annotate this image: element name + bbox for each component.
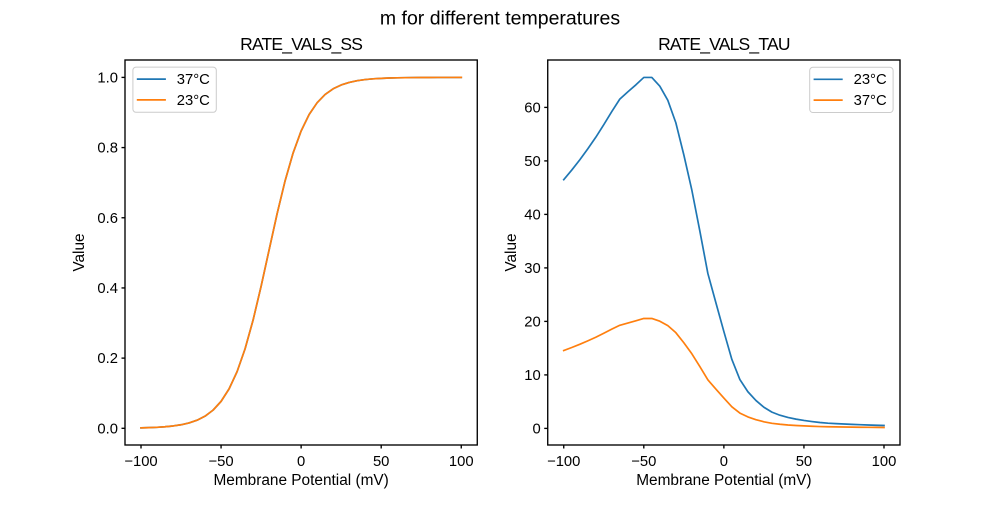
- svg-text:50: 50: [796, 454, 812, 470]
- svg-text:Value: Value: [71, 233, 88, 271]
- svg-text:0: 0: [532, 421, 540, 437]
- svg-text:100: 100: [872, 454, 897, 470]
- svg-text:100: 100: [449, 454, 474, 470]
- svg-text:30: 30: [524, 261, 540, 277]
- svg-text:0.0: 0.0: [97, 421, 118, 437]
- svg-text:0: 0: [297, 454, 305, 470]
- svg-text:50: 50: [524, 154, 540, 170]
- svg-text:60: 60: [524, 100, 540, 116]
- svg-text:m for different temperatures: m for different temperatures: [380, 7, 620, 29]
- svg-text:23°C: 23°C: [177, 93, 210, 109]
- svg-text:Membrane Potential (mV): Membrane Potential (mV): [213, 472, 388, 489]
- svg-text:37°C: 37°C: [854, 93, 887, 109]
- svg-text:37°C: 37°C: [177, 72, 210, 88]
- svg-text:0.4: 0.4: [97, 281, 118, 297]
- svg-text:0.6: 0.6: [97, 211, 118, 227]
- svg-text:0.8: 0.8: [97, 141, 118, 157]
- svg-text:RATE_VALS_TAU: RATE_VALS_TAU: [658, 34, 790, 55]
- svg-text:−50: −50: [209, 454, 234, 470]
- svg-text:23°C: 23°C: [854, 72, 887, 88]
- svg-text:1.0: 1.0: [97, 70, 118, 86]
- svg-text:50: 50: [373, 454, 389, 470]
- svg-text:−50: −50: [631, 454, 656, 470]
- svg-text:Membrane Potential (mV): Membrane Potential (mV): [636, 472, 811, 489]
- svg-text:20: 20: [524, 314, 540, 330]
- svg-text:−100: −100: [124, 454, 157, 470]
- svg-text:0: 0: [720, 454, 728, 470]
- svg-text:10: 10: [524, 368, 540, 384]
- svg-text:0.2: 0.2: [97, 351, 118, 367]
- svg-text:Value: Value: [503, 233, 520, 271]
- svg-text:−100: −100: [547, 454, 580, 470]
- svg-text:RATE_VALS_SS: RATE_VALS_SS: [240, 34, 362, 55]
- svg-text:40: 40: [524, 207, 540, 223]
